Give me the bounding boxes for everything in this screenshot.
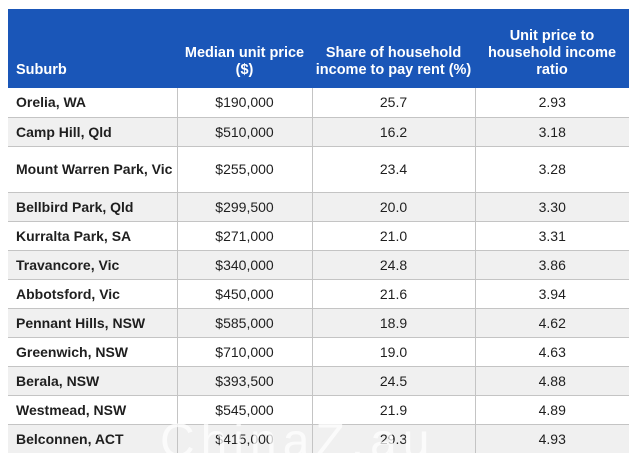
cell-price: $585,000 <box>177 308 313 338</box>
table-row: Greenwich, NSW $710,000 19.0 4.63 <box>8 337 629 367</box>
cell-ratio: 4.63 <box>475 337 629 367</box>
cell-suburb: Camp Hill, Qld <box>8 117 178 147</box>
cell-rent-share: 24.5 <box>312 366 476 396</box>
cell-rent-share: 20.0 <box>312 192 476 222</box>
cell-price: $340,000 <box>177 250 313 280</box>
cell-price: $450,000 <box>177 279 313 309</box>
cell-ratio: 3.94 <box>475 279 629 309</box>
cell-suburb: Orelia, WA <box>8 88 178 118</box>
cell-ratio: 3.18 <box>475 117 629 147</box>
cell-ratio: 2.93 <box>475 88 629 118</box>
table-header: Suburb Median unit price ($) Share of ho… <box>8 9 629 88</box>
cell-suburb: Travancore, Vic <box>8 250 178 280</box>
header-row: Suburb Median unit price ($) Share of ho… <box>8 9 629 88</box>
cell-price: $393,500 <box>177 366 313 396</box>
cell-ratio: 3.86 <box>475 250 629 280</box>
cell-rent-share: 16.2 <box>312 117 476 147</box>
header-price-income-ratio: Unit price to household income ratio <box>475 9 629 88</box>
cell-suburb: Abbotsford, Vic <box>8 279 178 309</box>
cell-rent-share: 24.8 <box>312 250 476 280</box>
cell-price: $710,000 <box>177 337 313 367</box>
cell-suburb: Bellbird Park, Qld <box>8 192 178 222</box>
table-row: Camp Hill, Qld $510,000 16.2 3.18 <box>8 117 629 147</box>
header-suburb: Suburb <box>8 9 177 88</box>
cell-rent-share: 23.4 <box>312 146 476 193</box>
header-median-unit-price: Median unit price ($) <box>177 9 312 88</box>
cell-rent-share: 25.7 <box>312 88 476 118</box>
cell-ratio: 4.88 <box>475 366 629 396</box>
cell-ratio: 3.28 <box>475 146 629 193</box>
table-row: Belconnen, ACT $415,000 29.3 4.93 <box>8 424 629 453</box>
table-row: Orelia, WA $190,000 25.7 2.93 <box>8 88 629 118</box>
cell-suburb: Berala, NSW <box>8 366 178 396</box>
table-row: Berala, NSW $393,500 24.5 4.88 <box>8 366 629 396</box>
cell-suburb: Kurralta Park, SA <box>8 221 178 251</box>
cell-ratio: 3.30 <box>475 192 629 222</box>
cell-price: $545,000 <box>177 395 313 425</box>
header-rent-share: Share of household income to pay rent (%… <box>312 9 475 88</box>
table-row: Abbotsford, Vic $450,000 21.6 3.94 <box>8 279 629 309</box>
cell-rent-share: 18.9 <box>312 308 476 338</box>
cell-price: $415,000 <box>177 424 313 453</box>
cell-rent-share: 21.9 <box>312 395 476 425</box>
cell-ratio: 4.93 <box>475 424 629 453</box>
table-row: Bellbird Park, Qld $299,500 20.0 3.30 <box>8 192 629 222</box>
cell-suburb: Pennant Hills, NSW <box>8 308 178 338</box>
table-row: Kurralta Park, SA $271,000 21.0 3.31 <box>8 221 629 251</box>
cell-price: $190,000 <box>177 88 313 118</box>
table-body: Orelia, WA $190,000 25.7 2.93 Camp Hill,… <box>8 88 629 453</box>
table-row: Travancore, Vic $340,000 24.8 3.86 <box>8 250 629 280</box>
cell-rent-share: 21.6 <box>312 279 476 309</box>
cell-rent-share: 29.3 <box>312 424 476 453</box>
cell-price: $271,000 <box>177 221 313 251</box>
cell-price: $255,000 <box>177 146 313 193</box>
cell-ratio: 3.31 <box>475 221 629 251</box>
cell-price: $299,500 <box>177 192 313 222</box>
cell-rent-share: 21.0 <box>312 221 476 251</box>
table-row: Pennant Hills, NSW $585,000 18.9 4.62 <box>8 308 629 338</box>
table-row: Westmead, NSW $545,000 21.9 4.89 <box>8 395 629 425</box>
cell-ratio: 4.89 <box>475 395 629 425</box>
cell-suburb: Mount Warren Park, Vic <box>8 146 178 193</box>
cell-suburb: Belconnen, ACT <box>8 424 178 453</box>
cell-ratio: 4.62 <box>475 308 629 338</box>
affordability-table: Suburb Median unit price ($) Share of ho… <box>8 9 629 453</box>
cell-suburb: Westmead, NSW <box>8 395 178 425</box>
cell-rent-share: 19.0 <box>312 337 476 367</box>
cell-suburb: Greenwich, NSW <box>8 337 178 367</box>
table-row: Mount Warren Park, Vic $255,000 23.4 3.2… <box>8 146 629 193</box>
cell-price: $510,000 <box>177 117 313 147</box>
